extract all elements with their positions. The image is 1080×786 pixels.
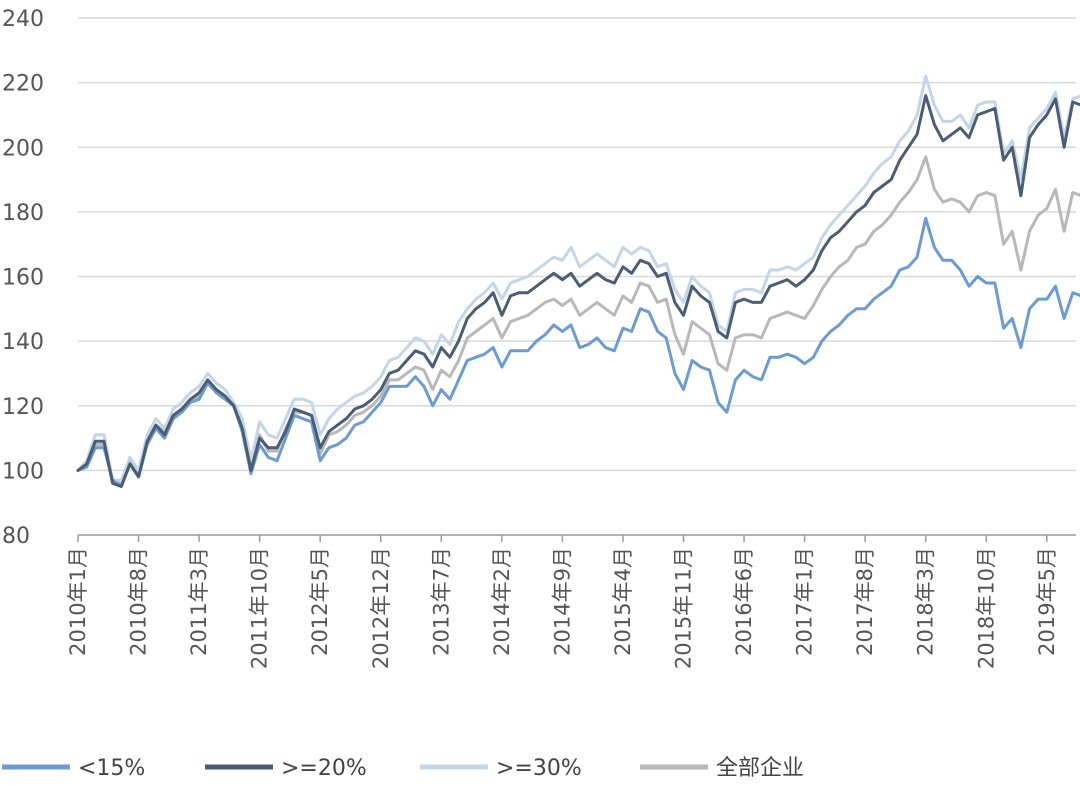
x-tick-label: 2014年9月 [550, 547, 574, 656]
x-tick-label: 2018年3月 [914, 547, 938, 656]
x-axis: 2010年1月 2010年8月 2011年3月 2011年10月 2012年5月 2012… [66, 534, 1076, 669]
x-tick-label: 2012年5月 [308, 547, 332, 656]
y-tick-label: 80 [2, 524, 30, 549]
series-line-1 [76, 94, 1080, 488]
x-tick-label: 2011年3月 [187, 547, 211, 656]
x-tick-label: 2011年10月 [248, 547, 272, 669]
y-tick-label: 140 [2, 330, 44, 355]
y-tick-label: 240 [2, 7, 44, 32]
x-tick-label: 2010年1月 [66, 547, 90, 656]
y-tick-label: 200 [2, 136, 44, 161]
series-line-0 [76, 216, 1080, 488]
series-line-2 [76, 74, 1080, 482]
legend: <15% >=20% >=30% 全部企业 [2, 756, 804, 781]
y-tick-label: 220 [2, 72, 44, 97]
x-tick-label: 2013年7月 [429, 547, 453, 656]
x-tick-label: 2015年4月 [611, 547, 635, 656]
x-tick-label: 2018年10月 [974, 547, 998, 669]
series-line-3 [76, 155, 1080, 485]
legend-label-1: >=20% [281, 756, 367, 781]
x-tick-label: 2015年11月 [672, 547, 696, 669]
x-tick-label: 2010年8月 [127, 547, 151, 656]
y-tick-label: 180 [2, 201, 44, 226]
legend-label-0: <15% [78, 756, 145, 781]
y-tick-label: 100 [2, 459, 44, 484]
y-tick-label: 120 [2, 395, 44, 420]
x-tick-label: 2019年5月 [1035, 547, 1059, 656]
legend-label-2: >=30% [496, 756, 582, 781]
y-tick-label: 160 [2, 266, 44, 291]
x-tick-label: 2012年12月 [369, 547, 393, 669]
x-tick-label: 2017年1月 [793, 547, 817, 656]
x-tick-label: 2014年2月 [490, 547, 514, 656]
series-lines [76, 74, 1080, 488]
y-axis-ticks: 80 100 120 140 160 180 200 220 240 [2, 7, 44, 549]
legend-label-3: 全部企业 [716, 756, 804, 781]
x-tick-label: 2017年8月 [853, 547, 877, 656]
x-tick-label: 2016年6月 [732, 547, 756, 656]
